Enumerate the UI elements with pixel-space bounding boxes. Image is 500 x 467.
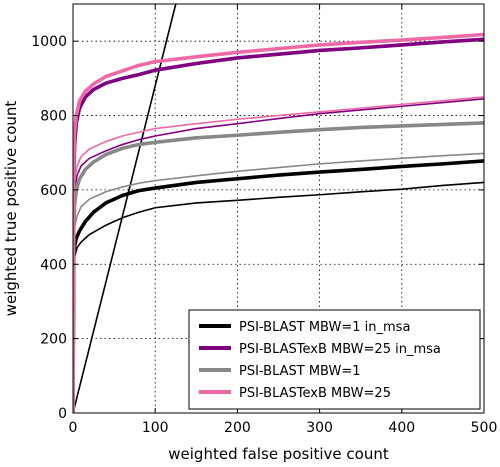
y-tick-label: 1000 [31,34,67,50]
y-tick-label: 400 [40,257,67,273]
series-line-6 [73,32,484,413]
legend-label: PSI-BLASTexB MBW=25 [239,386,391,401]
x-tick-label: 400 [388,420,415,436]
y-tick-label: 800 [40,109,67,125]
y-axis-label: weighted true positive count [2,101,20,317]
grid [73,4,484,413]
x-tick-label: 500 [471,420,498,436]
legend-label: PSI-BLAST MBW=1 in_msa [239,320,410,335]
legend-label: PSI-BLASTexB MBW=25 in_msa [239,342,441,357]
legend: PSI-BLAST MBW=1 in_msa PSI-BLASTexB MBW=2… [188,309,481,410]
ticks: 0 100 200 300 400 500 0 200 400 600 800 1000 [31,4,497,436]
plot-frame [72,3,485,414]
x-axis-label: weighted false positive count [168,445,389,463]
y-tick-label: 600 [40,183,67,199]
y-tick-label: 0 [58,406,67,422]
x-tick-label: 200 [224,420,251,436]
x-tick-label: 0 [69,420,78,436]
y-tick-label: 200 [40,332,67,348]
diagonal-reference-line [73,4,177,413]
legend-label: PSI-BLAST MBW=1 [239,364,361,379]
legend-box [188,309,481,410]
x-tick-label: 100 [142,420,169,436]
x-tick-label: 300 [306,420,333,436]
series-layer [73,4,484,413]
